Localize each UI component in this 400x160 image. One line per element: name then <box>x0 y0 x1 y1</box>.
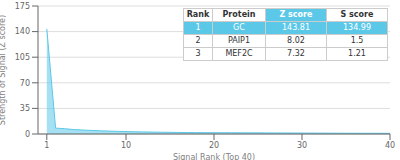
svg-text:Signal Rank (Top 40): Signal Rank (Top 40) <box>173 153 255 160</box>
svg-text:1: 1 <box>44 141 49 150</box>
html-text:1.21: 1.21 <box>348 49 366 58</box>
html-text:8.02: 8.02 <box>287 36 305 45</box>
html-text:MEF2C: MEF2C <box>225 49 253 58</box>
html-text:GC: GC <box>233 23 245 32</box>
html-text:S score: S score <box>340 10 374 19</box>
html-text:2: 2 <box>195 36 201 45</box>
html-text:PAIP1: PAIP1 <box>228 36 250 45</box>
html-text:Rank: Rank <box>186 10 210 19</box>
html-text:Protein: Protein <box>222 10 256 19</box>
html-text:1: 1 <box>195 23 201 32</box>
html-text:3: 3 <box>195 49 201 58</box>
svg-text:175: 175 <box>15 2 30 11</box>
html-text:1.5: 1.5 <box>350 36 364 45</box>
svg-text:40: 40 <box>385 141 395 150</box>
svg-text:0: 0 <box>25 130 30 139</box>
svg-text:105: 105 <box>15 53 30 62</box>
svg-text:30: 30 <box>297 141 307 150</box>
html-text:Z score: Z score <box>279 10 313 19</box>
html-text:134.99: 134.99 <box>343 23 371 32</box>
svg-text:10: 10 <box>121 141 131 150</box>
svg-text:20: 20 <box>209 141 219 150</box>
html-text:143.81: 143.81 <box>282 23 310 32</box>
html-text:7.32: 7.32 <box>287 49 305 58</box>
svg-text:70: 70 <box>20 79 30 88</box>
svg-text:35: 35 <box>20 104 30 113</box>
svg-text:140: 140 <box>15 27 30 36</box>
svg-text:Strength of Signal (Z score): Strength of Signal (Z score) <box>0 15 7 125</box>
